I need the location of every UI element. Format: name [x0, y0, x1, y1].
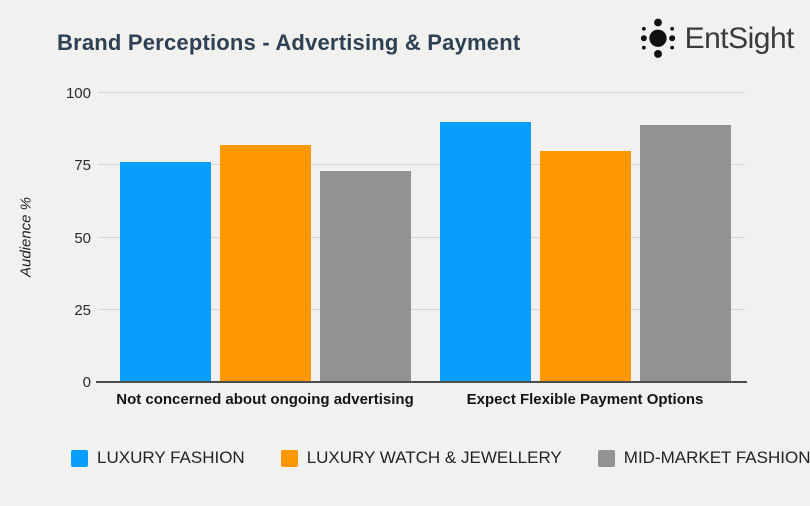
bar-mid-market-fashion-2[interactable]: [639, 124, 731, 382]
y-tick-label-100: 100: [65, 85, 91, 102]
bar-luxury-fashion-2[interactable]: [439, 121, 531, 382]
entsight-dots-icon: [636, 14, 680, 64]
bar-group-expect-flexible-payment-options: [425, 93, 745, 382]
legend-label-luxury-watch-jewellery: LUXURY WATCH & JEWELLERY: [306, 448, 562, 467]
y-tick-label-50: 50: [74, 229, 91, 247]
gridline-50: [98, 236, 745, 238]
plot-area: 0 25 50 75 100: [66, 85, 747, 391]
y-tick-label-0: 0: [82, 374, 91, 391]
legend-label-luxury-fashion: LUXURY FASHION: [97, 448, 245, 467]
legend-label-mid-market-fashion: MID-MARKET FASHION: [623, 448, 810, 467]
y-tick-label-75: 75: [74, 157, 91, 175]
x-axis-line: [96, 380, 747, 383]
gridline-25: [98, 308, 745, 310]
entsight-logo-text: EntSight: [684, 22, 795, 55]
bar-luxury-watch-jewellery-2[interactable]: [539, 150, 631, 382]
bar-luxury-fashion-1[interactable]: [119, 162, 211, 382]
y-axis-title: Audience %: [17, 196, 35, 278]
entsight-logo: EntSight: [636, 14, 795, 64]
page-title: Brand Perceptions - Advertising & Paymen…: [57, 30, 521, 55]
legend-swatch-luxury-fashion: [71, 449, 88, 467]
legend-item-mid-market-fashion[interactable]: MID-MARKET FASHION: [597, 448, 810, 468]
bar-groups: [105, 93, 745, 382]
bar-mid-market-fashion-1[interactable]: [319, 171, 411, 382]
legend-swatch-mid-market-fashion: [597, 449, 615, 467]
bar-group-not-concerned-about-ongoing-advertising: [105, 93, 425, 382]
legend-item-luxury-fashion[interactable]: LUXURY FASHION: [71, 448, 245, 468]
x-axis-labels: Not concerned about ongoing advertising …: [105, 391, 745, 408]
bar-luxury-watch-jewellery-1[interactable]: [219, 145, 311, 382]
legend-swatch-luxury-watch-jewellery: [280, 449, 298, 467]
legend: LUXURY FASHION LUXURY WATCH & JEWELLERY MI…: [71, 448, 810, 468]
y-tick-label-25: 25: [74, 301, 91, 319]
gridline-100: [98, 92, 745, 93]
legend-item-luxury-watch-jewellery[interactable]: LUXURY WATCH & JEWELLERY: [280, 448, 562, 468]
category-label-advertising: Not concerned about ongoing advertising: [116, 391, 414, 408]
category-label-payment: Expect Flexible Payment Options: [466, 391, 704, 408]
gridline-75: [98, 164, 745, 166]
